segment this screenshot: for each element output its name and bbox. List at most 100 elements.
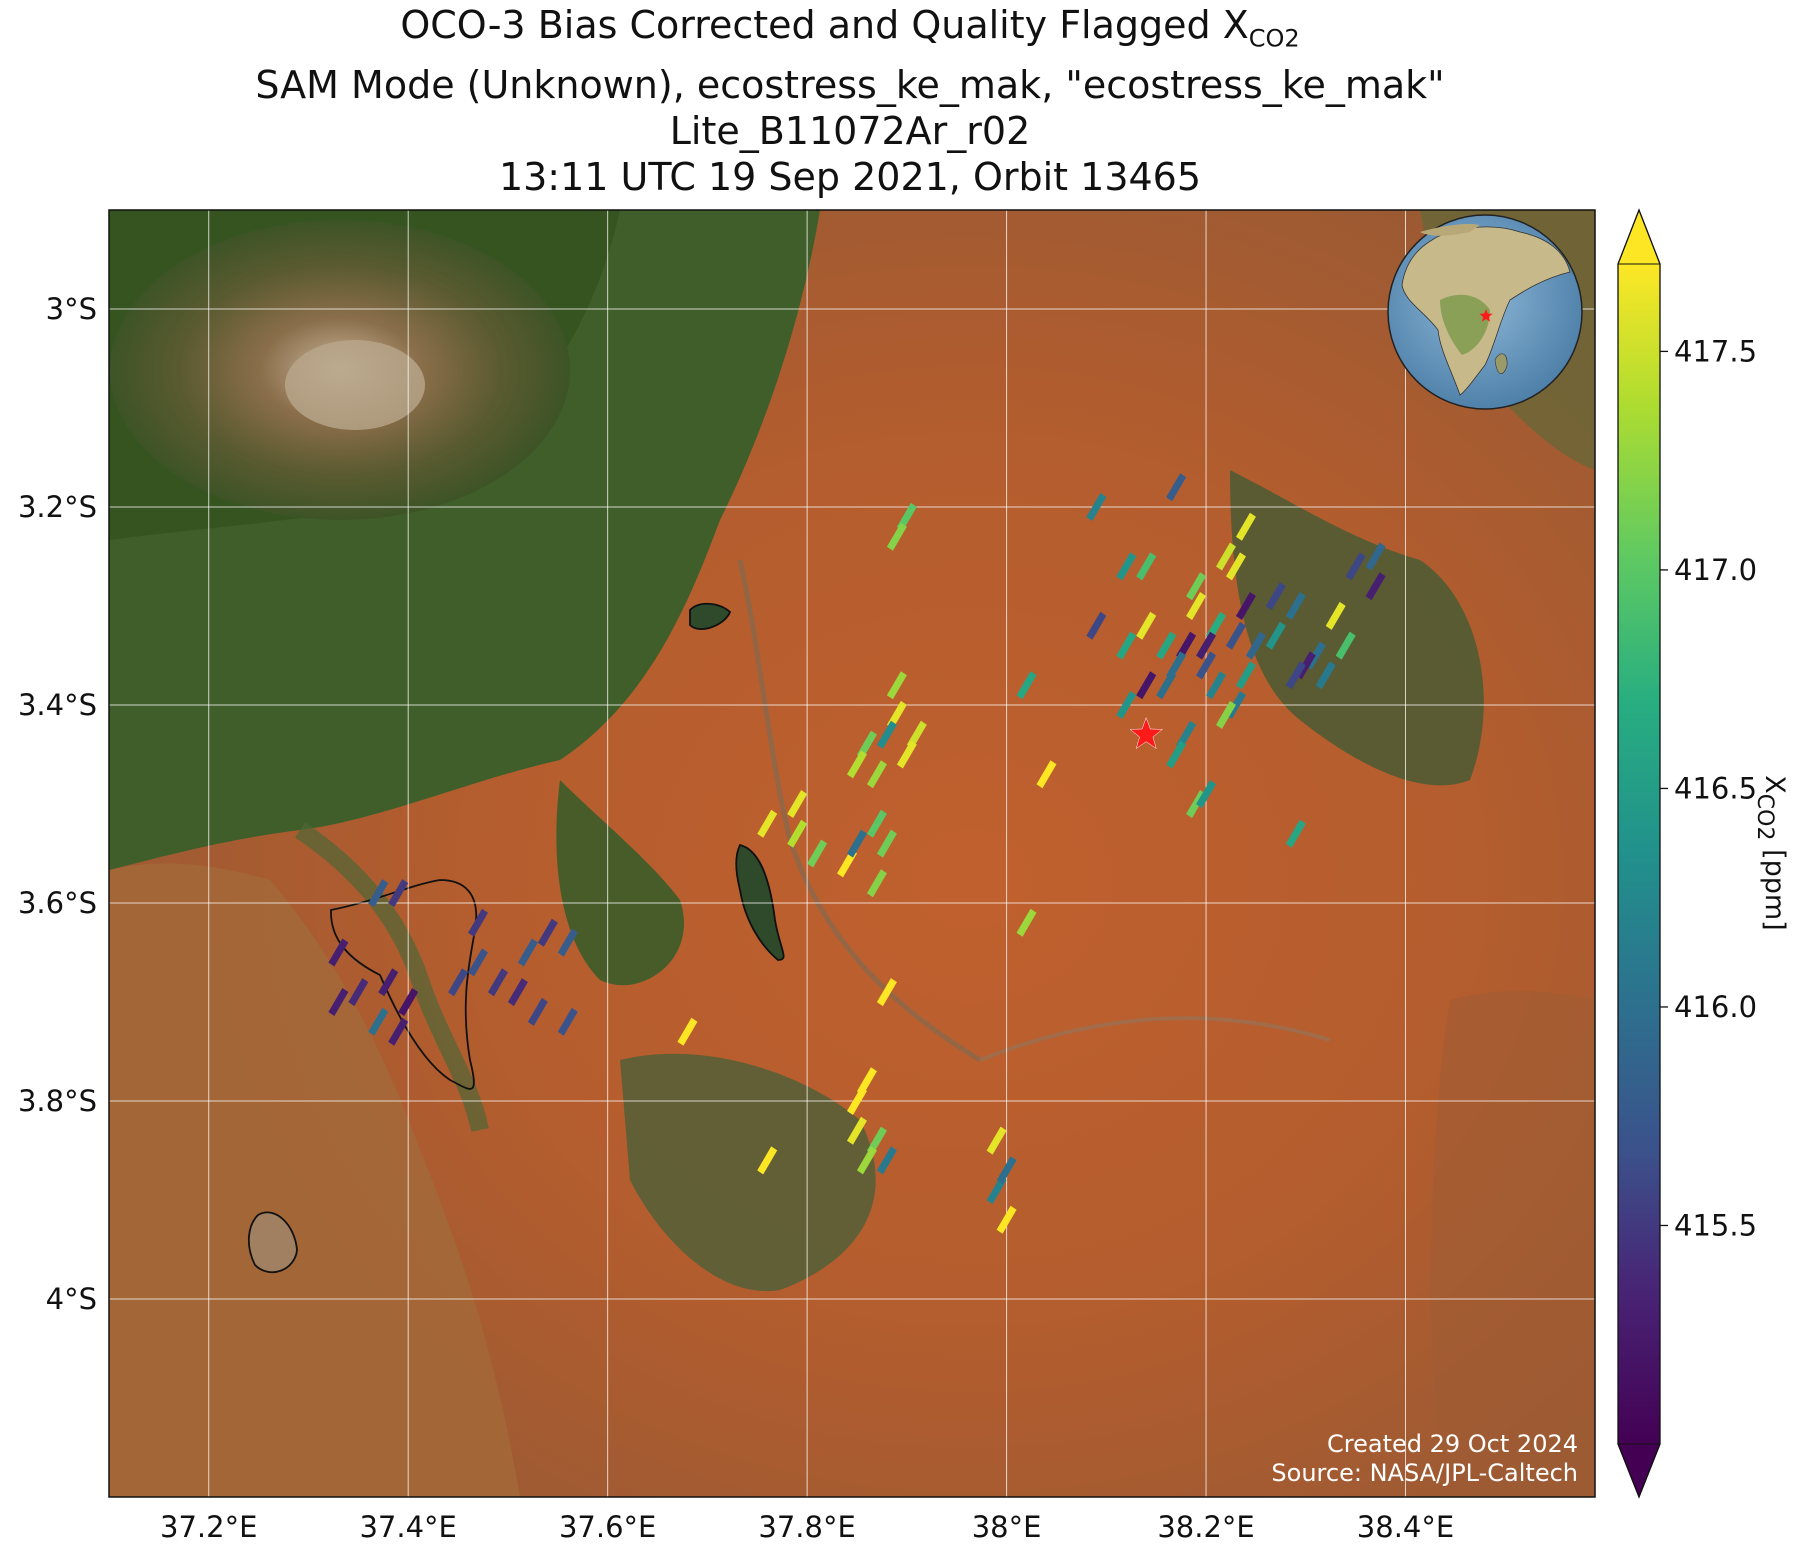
xco2-footprint — [348, 978, 369, 1007]
lon-tick-label: 37.6°E — [559, 1510, 656, 1544]
xco2-footprint — [507, 978, 528, 1007]
xco2-footprint — [1136, 611, 1157, 640]
xco2-footprint — [1335, 631, 1356, 660]
xco2-footprint — [1245, 631, 1266, 660]
xco2-footprint — [1196, 651, 1217, 680]
lat-tick-label: 3°S — [46, 292, 97, 326]
xco2-footprint — [1206, 671, 1227, 700]
xco2-footprint — [1016, 908, 1037, 937]
xco2-footprint — [1325, 601, 1346, 630]
xco2-footprints — [328, 473, 1386, 1234]
xco2-footprint — [1225, 552, 1246, 581]
xco2-footprint — [537, 918, 558, 947]
lat-tick-label: 3.8°S — [18, 1084, 97, 1118]
xco2-footprint — [328, 938, 349, 967]
xco2-footprint — [1196, 780, 1217, 809]
xco2-footprint — [1365, 542, 1386, 571]
xco2-footprint — [1086, 493, 1107, 521]
xco2-footprint — [787, 819, 808, 848]
colorbar-tick-label: 415.5 — [1674, 1208, 1757, 1242]
xco2-footprint — [468, 948, 489, 977]
xco2-footprint — [1016, 671, 1037, 700]
longitude-tick-labels: 37.2°E 37.4°E 37.6°E 37.8°E 38°E 38.2°E 38.4°E — [160, 1510, 1454, 1544]
map-title: OCO-3 Bias Corrected and Quality Flagged… — [0, 2, 1700, 200]
xco2-footprint — [876, 829, 897, 858]
xco2-footprint — [1166, 740, 1187, 769]
xco2-footprint — [1265, 621, 1286, 650]
xco2-footprint — [398, 988, 419, 1016]
xco2-footprint — [1166, 473, 1187, 502]
xco2-footprint — [1156, 671, 1177, 700]
xco2-footprint — [876, 720, 897, 749]
lon-tick-label: 38°E — [972, 1510, 1042, 1544]
xco2-footprint — [557, 928, 578, 957]
colorbar-tick-label: 417.0 — [1674, 553, 1757, 587]
xco2-footprint — [677, 1017, 698, 1046]
xco2-footprint — [1136, 671, 1157, 700]
title-line-4: 13:11 UTC 19 Sep 2021, Orbit 13465 — [498, 154, 1202, 199]
xco2-footprint — [1116, 691, 1137, 719]
colorbar-ticks: 415.5 416.0 416.5 417.0 417.5 — [1660, 334, 1757, 1242]
xco2-footprint — [1365, 572, 1386, 601]
xco2-footprint — [876, 978, 897, 1007]
xco2-footprint — [388, 1017, 409, 1046]
xco2-footprint — [787, 790, 808, 818]
colorbar: 415.5 416.0 416.5 417.0 417.5 XCO2 [ppm] — [1617, 208, 1790, 1499]
xco2-footprint — [846, 829, 867, 858]
xco2-footprint — [378, 968, 399, 997]
xco2-footprint — [1116, 552, 1137, 581]
globe-inset — [1387, 214, 1583, 410]
xco2-footprint — [468, 908, 489, 937]
target-star-icon — [1129, 716, 1164, 750]
xco2-footprint — [1136, 552, 1157, 581]
xco2-footprint — [1036, 760, 1057, 789]
xco2-footprint — [856, 1146, 877, 1175]
colorbar-tick-label: 417.5 — [1674, 334, 1757, 368]
xco2-footprint — [487, 968, 508, 997]
xco2-footprint — [1265, 582, 1286, 611]
xco2-footprint — [368, 1007, 389, 1036]
xco2-footprint — [846, 1116, 867, 1145]
map-gridlines — [109, 210, 1595, 1497]
xco2-footprint — [527, 997, 548, 1026]
xco2-footprint — [1235, 592, 1256, 620]
globe-star-icon — [1479, 309, 1493, 322]
xco2-footprint — [1315, 661, 1336, 690]
title-line-1: OCO-3 Bias Corrected and Quality Flagged… — [400, 3, 1300, 53]
xco2-footprint — [557, 1007, 578, 1036]
lon-tick-label: 37.4°E — [359, 1510, 456, 1544]
xco2-footprint — [996, 1156, 1017, 1185]
xco2-footprint — [876, 1146, 897, 1175]
xco2-footprint — [1235, 512, 1256, 541]
xco2-footprint — [757, 1146, 778, 1175]
title-line-3: Lite_B11072Ar_r02 — [669, 108, 1031, 153]
lon-tick-label: 37.2°E — [160, 1510, 257, 1544]
colorbar-extend-max — [1617, 208, 1661, 265]
xco2-footprint — [368, 879, 389, 908]
xco2-footprint — [517, 938, 538, 967]
xco2-footprint — [1196, 631, 1217, 660]
xco2-footprint — [807, 839, 828, 868]
source-credit: Source: NASA/JPL-Caltech — [1271, 1459, 1578, 1487]
xco2-footprint — [1215, 542, 1236, 571]
lat-tick-label: 3.4°S — [18, 688, 97, 722]
xco2-footprint — [1235, 661, 1256, 690]
xco2-footprint — [1156, 631, 1177, 660]
xco2-footprint — [1285, 592, 1306, 620]
colorbar-outline — [1617, 208, 1661, 1499]
created-credit: Created 29 Oct 2024 — [1327, 1430, 1578, 1458]
map-frame — [108, 209, 1596, 1498]
xco2-footprint — [866, 809, 887, 838]
xco2-footprint — [1215, 700, 1236, 729]
xco2-footprint — [328, 988, 349, 1016]
xco2-footprint — [886, 522, 907, 551]
lon-tick-label: 38.2°E — [1157, 1510, 1254, 1544]
xco2-footprint — [1186, 592, 1207, 620]
lon-tick-label: 37.8°E — [758, 1510, 855, 1544]
xco2-footprint — [886, 671, 907, 700]
colorbar-extend-min — [1617, 1443, 1661, 1499]
xco2-footprint — [1186, 572, 1207, 601]
xco2-footprint — [1285, 661, 1306, 690]
xco2-footprint — [448, 968, 469, 997]
